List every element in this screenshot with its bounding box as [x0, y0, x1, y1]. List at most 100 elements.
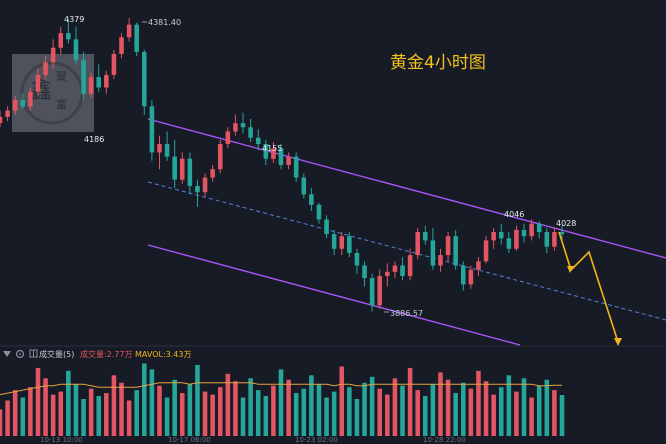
volume-bar: [73, 384, 79, 436]
volume-bar: [240, 397, 246, 436]
volume-bar: [50, 394, 56, 436]
candle-body: [66, 33, 71, 40]
candle-body: [43, 62, 48, 75]
volume-bar: [96, 396, 102, 436]
candle-body: [476, 261, 481, 270]
candle-body: [5, 110, 10, 117]
volume-bar: [5, 400, 10, 436]
volume-bar: [187, 384, 193, 436]
label-4028: 4028: [556, 219, 576, 228]
candle-body: [225, 131, 231, 145]
volume-bar: [385, 394, 390, 436]
candle-body: [468, 269, 474, 285]
volume-bar: [415, 390, 420, 436]
candle-body: [324, 219, 329, 235]
volume-bar: [498, 387, 504, 436]
candle-body: [400, 265, 405, 277]
volume-bar: [445, 379, 451, 436]
volume-bar: [210, 394, 215, 436]
candle-body: [293, 156, 299, 178]
volume-bar: [119, 382, 124, 436]
candle-body: [142, 51, 147, 107]
volume-bar: [339, 366, 345, 436]
collapse-icon[interactable]: [3, 351, 11, 357]
volume-bar: [104, 393, 109, 436]
candle-body: [233, 123, 238, 132]
projection-arrow: [558, 231, 622, 346]
candle-body: [491, 232, 496, 241]
candle-body: [88, 77, 94, 94]
candle-body: [271, 148, 276, 159]
candle-body: [514, 229, 519, 249]
label-4155: 4155: [262, 144, 282, 153]
label-4186: 4186: [84, 135, 104, 144]
volume-bar: [149, 369, 155, 436]
candle-body: [286, 156, 291, 165]
candle-body: [126, 24, 132, 38]
volume-bar: [301, 388, 307, 436]
candle-body: [255, 137, 261, 145]
volume-bar: [81, 399, 86, 436]
candle-body: [506, 238, 512, 249]
candle-body: [453, 236, 458, 266]
volume-bar: [460, 382, 466, 436]
volume-bar: [286, 379, 291, 436]
volume-bar: [263, 396, 269, 436]
candle-body: [521, 229, 527, 237]
candle-body: [301, 177, 307, 195]
volume-bar: [20, 397, 26, 436]
volume-bar: [377, 388, 383, 436]
volume-bar: [483, 381, 489, 436]
volume-bar: [157, 385, 162, 436]
volume-bar: [514, 391, 519, 436]
volume-bar: [88, 388, 94, 436]
volume-bar: [392, 378, 398, 436]
candle-body: [377, 276, 383, 306]
candle-body: [347, 236, 352, 253]
candle-body: [392, 265, 398, 272]
volume-bar: [164, 397, 170, 436]
indicator-icon[interactable]: [29, 349, 38, 358]
volume-bar: [217, 387, 223, 436]
candle-body: [20, 100, 26, 107]
candle-body: [407, 255, 413, 277]
volume-bar: [369, 376, 375, 436]
settings-icon[interactable]: [15, 349, 25, 359]
candle-body: [339, 236, 345, 249]
channel-lower-line: [147, 244, 521, 346]
volume-bar: [316, 384, 322, 436]
candle-body: [104, 74, 109, 88]
volume-value: 成交量:2.77万: [80, 349, 133, 359]
volume-bar: [400, 385, 405, 436]
volume-bar: [225, 373, 231, 436]
volume-bar: [12, 390, 18, 436]
candle-body: [28, 91, 33, 107]
volume-bar: [278, 369, 284, 436]
candle-body: [210, 169, 215, 178]
candles-group: [0, 17, 565, 312]
volume-bar: [233, 381, 238, 436]
volume-bar: [529, 397, 534, 436]
volume-bar: [195, 364, 200, 436]
volume-indicator-name: 成交量(5): [39, 349, 74, 359]
volume-bar: [468, 388, 474, 436]
candle-body: [415, 232, 420, 256]
candle-body: [58, 33, 64, 48]
candle-body: [202, 177, 208, 193]
candle-body: [35, 74, 41, 92]
candle-body: [172, 156, 177, 180]
label-4379: 4379: [64, 15, 84, 24]
volume-bar: [544, 379, 550, 436]
volume-bar: [430, 384, 436, 436]
volume-bar: [331, 391, 337, 436]
volume-bar: [28, 387, 33, 436]
candle-body: [430, 240, 436, 266]
candle-body: [187, 158, 193, 186]
candle-body: [529, 223, 534, 237]
volume-bar: [172, 379, 177, 436]
channel-upper-line: [147, 118, 666, 259]
candle-body: [96, 77, 102, 88]
label-4046: 4046: [504, 210, 524, 219]
candle-body: [157, 144, 162, 153]
volume-bar: [324, 397, 329, 436]
